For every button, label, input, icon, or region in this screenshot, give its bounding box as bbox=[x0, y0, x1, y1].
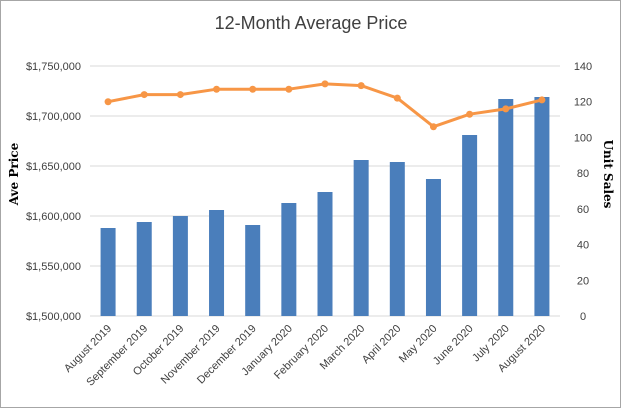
line-point bbox=[502, 105, 510, 113]
right-axis-ticks: 0 20 40 60 80 100 120 140 bbox=[574, 61, 592, 323]
y2-tick-label: 60 bbox=[577, 204, 589, 216]
line-point bbox=[357, 82, 365, 90]
line-point bbox=[538, 96, 546, 104]
line-point bbox=[104, 98, 112, 106]
line-point bbox=[466, 110, 474, 118]
x-tick-label: April 2020 bbox=[360, 323, 404, 367]
gridlines bbox=[90, 65, 560, 317]
y-axis-title: Ave Price bbox=[7, 142, 21, 206]
y2-tick-label: 40 bbox=[577, 240, 589, 252]
y2-tick-label: 100 bbox=[574, 132, 592, 144]
bar bbox=[462, 135, 478, 316]
line-point bbox=[140, 91, 148, 99]
y-tick-label: $1,600,000 bbox=[26, 211, 81, 223]
bar bbox=[245, 225, 261, 316]
line-point bbox=[393, 94, 401, 102]
bar bbox=[425, 179, 441, 316]
x-tick-label: September 2019 bbox=[84, 323, 150, 389]
line-point bbox=[429, 123, 437, 131]
line-point bbox=[321, 80, 329, 88]
y2-tick-label: 120 bbox=[574, 97, 592, 109]
bar bbox=[209, 210, 225, 316]
y-tick-label: $1,700,000 bbox=[26, 111, 81, 123]
y2-axis-title: Unit Sales bbox=[601, 140, 615, 209]
y-tick-label: $1,500,000 bbox=[26, 311, 81, 323]
bar bbox=[136, 222, 152, 316]
y2-tick-label: 0 bbox=[580, 311, 586, 323]
bar bbox=[100, 228, 116, 316]
y2-tick-label: 80 bbox=[577, 168, 589, 180]
bar bbox=[172, 216, 188, 316]
line-point bbox=[285, 85, 293, 93]
bar bbox=[353, 160, 369, 316]
y-tick-label: $1,550,000 bbox=[26, 261, 81, 273]
left-axis-ticks: $1,500,000 $1,550,000 $1,600,000 $1,650,000… bbox=[26, 61, 81, 323]
bar bbox=[389, 162, 405, 316]
bar bbox=[317, 192, 333, 316]
bar bbox=[281, 203, 297, 316]
line-series bbox=[104, 80, 546, 131]
line-point bbox=[249, 85, 257, 93]
chart-title: 12-Month Average Price bbox=[215, 13, 408, 33]
bar bbox=[498, 99, 514, 316]
y2-tick-label: 140 bbox=[574, 61, 592, 73]
line-point bbox=[213, 85, 221, 93]
line-point bbox=[176, 91, 184, 99]
bar bbox=[534, 97, 550, 316]
y-tick-label: $1,650,000 bbox=[26, 161, 81, 173]
y-tick-label: $1,750,000 bbox=[26, 61, 81, 73]
unit-sales-line bbox=[107, 82, 543, 129]
y2-tick-label: 20 bbox=[577, 275, 589, 287]
bar-series bbox=[100, 97, 550, 316]
